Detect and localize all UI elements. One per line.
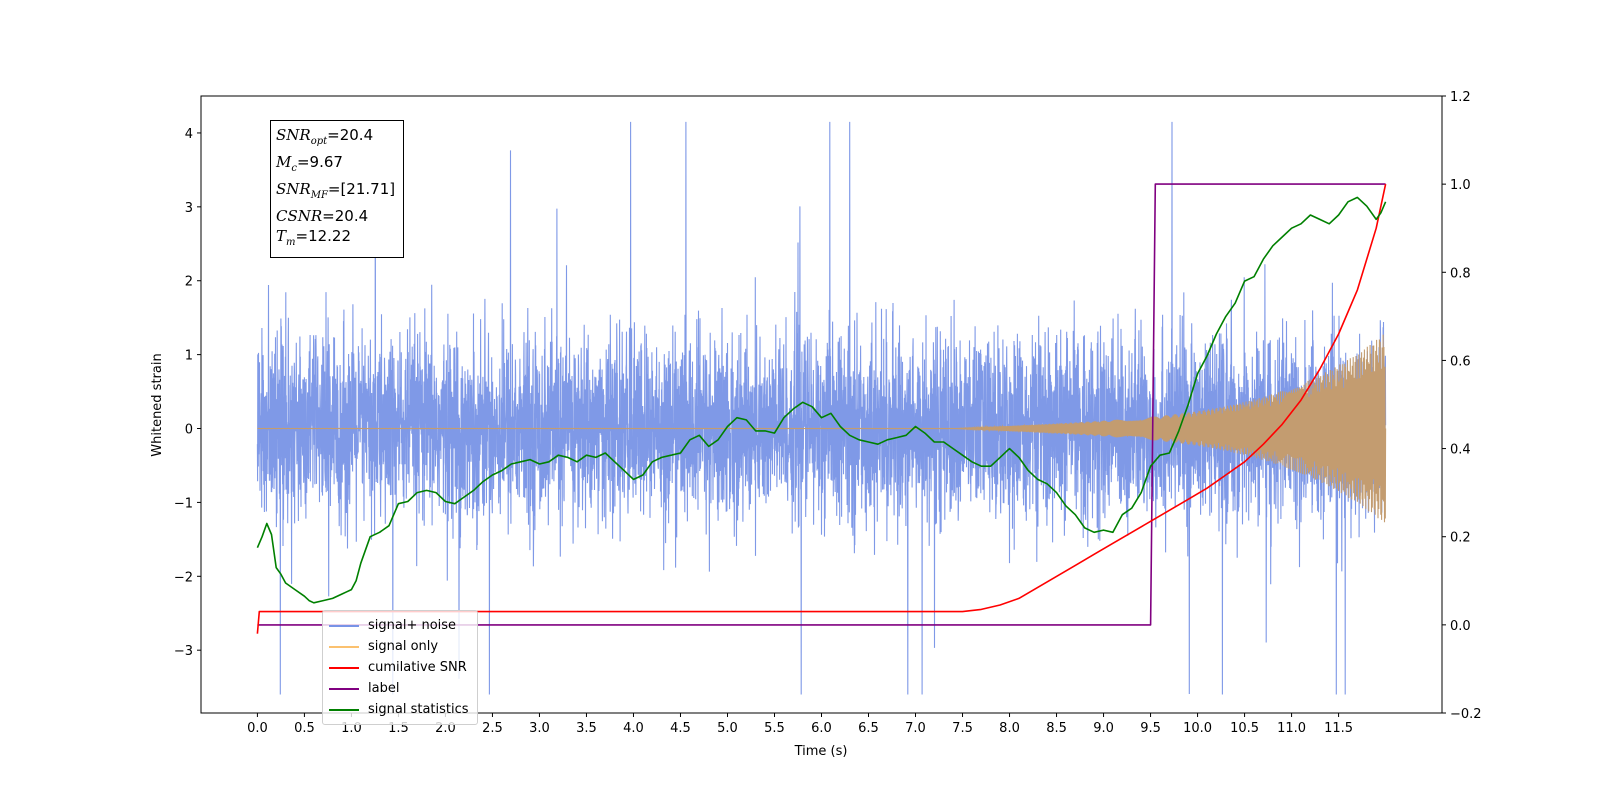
x-tick-label: 5.0 <box>717 721 738 736</box>
y2-tick-label: −0.2 <box>1450 707 1482 722</box>
legend-label: signal only <box>368 639 439 654</box>
legend-swatch <box>329 666 359 669</box>
series-signal-noise-line <box>256 121 1387 695</box>
annotation-line: CSNR=20.4 <box>276 207 369 225</box>
y-tick-label: 0 <box>185 423 193 438</box>
annotation-line: Mc=9.67 <box>276 153 343 174</box>
x-tick-label: 4.0 <box>623 721 644 736</box>
x-tick-label: 3.0 <box>529 721 550 736</box>
x-tick-label: 2.5 <box>482 721 503 736</box>
y-tick-label: −3 <box>174 644 193 659</box>
y-tick-label: 4 <box>185 127 193 142</box>
x-tick-label: 10.5 <box>1230 721 1259 736</box>
x-tick-label: 8.5 <box>1046 721 1067 736</box>
series-signal-statistics-line <box>256 196 1387 604</box>
legend-item: label <box>329 678 471 699</box>
legend-item: signal statistics <box>329 699 471 720</box>
annotation-line: SNRopt=20.4 <box>276 126 374 147</box>
legend-label: cumilative SNR <box>368 660 467 675</box>
annotation-line: Tm=12.22 <box>276 227 352 248</box>
y2-tick-label: 1.2 <box>1450 90 1471 105</box>
x-tick-label: 6.5 <box>858 721 879 736</box>
legend-label: signal statistics <box>368 702 469 717</box>
y-axis-label: Whitened strain <box>150 353 165 456</box>
x-tick-label: 6.0 <box>811 721 832 736</box>
plot-area <box>256 121 1387 695</box>
x-tick-label: 4.5 <box>670 721 691 736</box>
y-axis-right: −0.2 0.0 0.2 0.4 0.6 0.8 1.0 1.2 <box>1442 90 1482 722</box>
x-tick-label: 8.0 <box>999 721 1020 736</box>
legend-swatch <box>329 624 359 627</box>
legend-item: signal+ noise <box>329 615 471 636</box>
y2-tick-label: 0.4 <box>1450 443 1471 458</box>
series-signal-only-line <box>257 334 1387 523</box>
y-tick-label: 1 <box>185 349 193 364</box>
series-cumulative-snr-line <box>256 183 1387 634</box>
y2-tick-label: 0.0 <box>1450 619 1471 634</box>
y2-tick-label: 0.6 <box>1450 354 1471 369</box>
x-tick-label: 0.0 <box>247 721 268 736</box>
annotation-line: SNRMF=[21.71] <box>276 180 396 201</box>
y2-tick-label: 1.0 <box>1450 178 1471 193</box>
y-tick-label: 2 <box>185 275 193 290</box>
annotation-box: SNRopt=20.4 Mc=9.67 SNRMF=[21.71] CSNR=2… <box>270 120 404 258</box>
x-axis-label: Time (s) <box>794 744 848 759</box>
x-tick-label: 7.0 <box>905 721 926 736</box>
y-tick-label: 3 <box>185 201 193 216</box>
legend-label: signal+ noise <box>368 618 457 633</box>
legend-item: cumilative SNR <box>329 657 471 678</box>
legend-label: label <box>368 681 400 696</box>
x-tick-label: 0.5 <box>294 721 315 736</box>
legend-swatch <box>329 687 359 690</box>
x-tick-label: 9.5 <box>1140 721 1161 736</box>
x-tick-label: 3.5 <box>576 721 597 736</box>
y-tick-label: −2 <box>174 570 193 585</box>
legend-swatch <box>329 708 359 711</box>
legend-swatch <box>329 645 359 648</box>
y2-tick-label: 0.8 <box>1450 266 1471 281</box>
y-axis-left: −3 −2 −1 0 1 2 3 4 <box>174 127 201 659</box>
x-tick-label: 5.5 <box>764 721 785 736</box>
x-tick-label: 7.5 <box>952 721 973 736</box>
y-tick-label: −1 <box>174 496 193 511</box>
legend: signal+ noise signal only cumilative SNR… <box>322 610 478 725</box>
y2-tick-label: 0.2 <box>1450 531 1471 546</box>
series-label-line <box>257 183 1386 626</box>
x-tick-label: 11.5 <box>1324 721 1353 736</box>
x-tick-label: 10.0 <box>1183 721 1212 736</box>
x-tick-label: 11.0 <box>1277 721 1306 736</box>
legend-item: signal only <box>329 636 471 657</box>
x-tick-label: 9.0 <box>1093 721 1114 736</box>
